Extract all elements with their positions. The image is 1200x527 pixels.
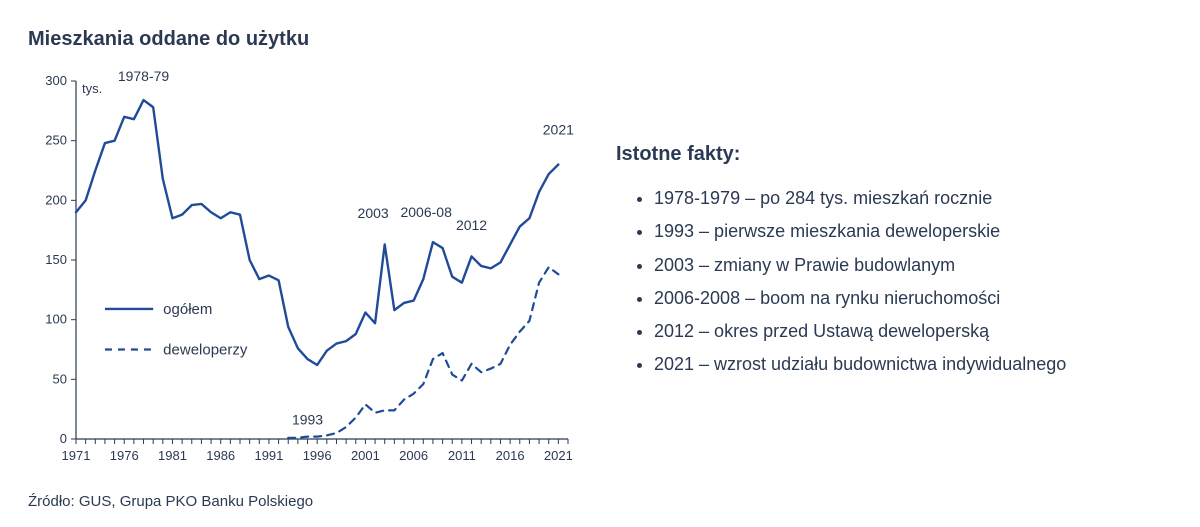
series-deweloperzy: [288, 267, 558, 438]
fact-item: 2021 – wzrost udziału budownictwa indywi…: [654, 348, 1176, 381]
svg-text:200: 200: [45, 192, 67, 207]
svg-text:150: 150: [45, 252, 67, 267]
annotation: 2006-08: [400, 204, 452, 220]
legend-label-deweloperzy: deweloperzy: [163, 342, 248, 359]
annotation: 2012: [456, 217, 487, 233]
svg-text:1991: 1991: [254, 448, 283, 463]
fact-item: 2003 – zmiany w Prawie budowlanym: [654, 249, 1176, 282]
svg-text:2006: 2006: [399, 448, 428, 463]
legend-label-ogółem: ogółem: [163, 301, 212, 318]
svg-text:250: 250: [45, 133, 67, 148]
svg-text:100: 100: [45, 312, 67, 327]
svg-text:tys.: tys.: [82, 81, 102, 96]
chart-container: 0 50 100 150 200 250 300 tys. 1971 1976 1981 1986 19…: [24, 63, 584, 483]
content-row: 0 50 100 150 200 250 300 tys. 1971 1976 1981 1986 19…: [24, 63, 1176, 483]
svg-text:1986: 1986: [206, 448, 235, 463]
svg-text:2001: 2001: [351, 448, 380, 463]
svg-text:1981: 1981: [158, 448, 187, 463]
annotation: 1993: [292, 412, 323, 428]
svg-text:0: 0: [60, 431, 67, 446]
facts-panel: Istotne fakty: 1978-1979 – po 284 tys. m…: [584, 63, 1176, 382]
svg-text:1971: 1971: [62, 448, 91, 463]
annotation: 1978-79: [118, 68, 170, 84]
svg-text:2011: 2011: [448, 448, 476, 463]
annotation: 2003: [358, 205, 389, 221]
svg-text:1976: 1976: [110, 448, 139, 463]
line-chart: 0 50 100 150 200 250 300 tys. 1971 1976 1981 1986 19…: [24, 63, 584, 483]
svg-text:2016: 2016: [496, 448, 525, 463]
svg-text:1996: 1996: [303, 448, 332, 463]
fact-item: 2006-2008 – boom na rynku nieruchomości: [654, 282, 1176, 315]
source-line: Źródło: GUS, Grupa PKO Banku Polskiego: [28, 493, 1176, 510]
page-root: Mieszkania oddane do użytku 0 50 100 150 200…: [0, 0, 1200, 527]
fact-item: 1978-1979 – po 284 tys. mieszkań rocznie: [654, 182, 1176, 215]
svg-text:50: 50: [53, 371, 67, 386]
fact-item: 1993 – pierwsze mieszkania deweloperskie: [654, 215, 1176, 248]
page-title: Mieszkania oddane do użytku: [28, 28, 1176, 51]
facts-list: 1978-1979 – po 284 tys. mieszkań rocznie…: [616, 182, 1176, 382]
annotation: 2021: [543, 122, 574, 138]
svg-text:2021: 2021: [544, 448, 573, 463]
facts-title: Istotne fakty:: [616, 143, 1176, 166]
fact-item: 2012 – okres przed Ustawą deweloperską: [654, 315, 1176, 348]
svg-text:300: 300: [45, 73, 67, 88]
